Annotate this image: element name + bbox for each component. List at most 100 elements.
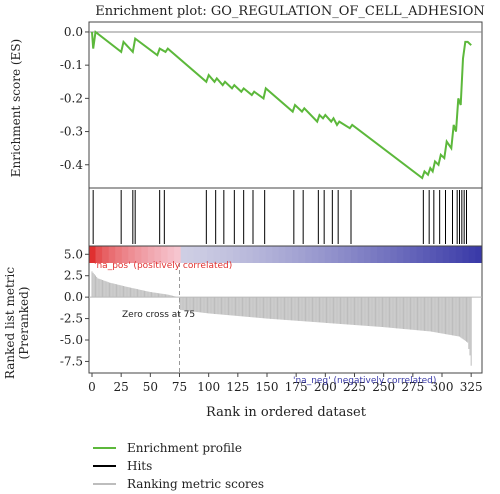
hits-group [92, 190, 467, 244]
es-tick-label: -0.3 [60, 125, 83, 139]
ranking-metric-area [89, 271, 482, 366]
ribbon-segment [403, 246, 411, 263]
ribbon-segment [147, 246, 155, 263]
ribbon-segment [226, 246, 234, 263]
zero-cross-label: Zero cross at 75 [122, 310, 195, 320]
ribbon-segment [351, 246, 359, 263]
ribbon-segment [115, 246, 123, 263]
x-tick-label: 200 [314, 380, 337, 394]
ribbon-segment [278, 246, 286, 263]
ribbon-segment [95, 246, 103, 263]
ribbon-segment [174, 246, 182, 263]
ribbon-segment [429, 246, 437, 263]
ribbon-segment [390, 246, 398, 263]
metric-tick-label: -2.5 [60, 312, 83, 326]
ribbon-segment [364, 246, 372, 263]
metric-y-axis-label-line2: (Preranked) [17, 287, 31, 360]
metric-panel-frame [88, 245, 483, 374]
es-tick-label: 0.0 [64, 25, 83, 39]
ribbon-segment [468, 246, 476, 263]
ribbon-segment [193, 246, 201, 263]
ribbon-segment [311, 246, 319, 263]
chart-title: Enrichment plot: GO_REGULATION_OF_CELL_A… [95, 4, 485, 19]
x-tick-label: 250 [372, 380, 395, 394]
ribbon-segment [272, 246, 280, 263]
x-tick-label: 75 [172, 380, 187, 394]
es-tick-label: -0.4 [60, 158, 84, 172]
ribbon-segment [134, 246, 142, 263]
ribbon-segment [455, 246, 463, 263]
ribbon-segment [233, 246, 241, 263]
ribbon-segment [305, 246, 313, 263]
x-tick-label: 325 [460, 380, 483, 394]
ribbon-segment [213, 246, 221, 263]
ribbon-segment [252, 246, 260, 263]
ribbon-segment [409, 246, 417, 263]
ribbon-segment [108, 246, 116, 263]
x-tick-label: 150 [256, 380, 279, 394]
es-tick-label: -0.1 [60, 58, 83, 72]
x-tick-label: 0 [88, 380, 96, 394]
x-tick-label: 100 [197, 380, 220, 394]
ribbon-segment [475, 246, 483, 263]
positive-label: 'na_pos' (positively correlated) [94, 261, 232, 271]
ribbon-segment [298, 246, 306, 263]
ribbon-segment [246, 246, 254, 263]
ribbon-segment [239, 246, 247, 263]
ribbon-segment [265, 246, 273, 263]
legend-label-enrichment-profile: Enrichment profile [127, 441, 242, 455]
ribbon-segment [180, 246, 188, 263]
ribbon-segment [331, 246, 339, 263]
metric-y-axis-label-line1: Ranked list metric [3, 267, 17, 379]
es-y-axis-label: Enrichment score (ES) [9, 39, 23, 177]
ribbon-segment [436, 246, 444, 263]
ribbon-segment [220, 246, 228, 263]
ribbon-segment [200, 246, 208, 263]
ribbon-segment [462, 246, 470, 263]
ribbon-segment [337, 246, 345, 263]
ribbon-segment [377, 246, 385, 263]
ribbon-segment [259, 246, 267, 263]
ribbon-segment [357, 246, 365, 263]
ribbon-segment [416, 246, 424, 263]
enrichment-profile-line [91, 30, 472, 180]
x-axis: 0 25 50 75 100 125 150 175 200 225 250 275 300 325 [88, 373, 483, 394]
ribbon-segment [344, 246, 352, 263]
legend-label-ranking-metric-scores: Ranking metric scores [127, 477, 264, 491]
metric-tick-label: 5.0 [64, 247, 83, 261]
x-tick-label: 50 [143, 380, 158, 394]
ribbon-segment [396, 246, 404, 263]
legend: Enrichment profile Hits Ranking metric s… [93, 441, 264, 491]
rank-colour-ribbon [89, 246, 483, 263]
x-axis-label: Rank in ordered dataset [206, 405, 367, 420]
ribbon-segment [154, 246, 162, 263]
ribbon-segment [383, 246, 391, 263]
ribbon-segment [318, 246, 326, 263]
ribbon-segment [442, 246, 450, 263]
x-tick-label: 275 [401, 380, 424, 394]
ribbon-segment [206, 246, 214, 263]
metric-y-axis-label: Ranked list metric (Preranked) [3, 267, 31, 379]
x-tick-label: 300 [431, 380, 454, 394]
x-tick-label: 225 [343, 380, 366, 394]
x-tick-label: 125 [226, 380, 249, 394]
ribbon-segment [141, 246, 149, 263]
metric-tick-label: 0.0 [64, 290, 83, 304]
ribbon-segment [128, 246, 136, 263]
legend-label-hits: Hits [127, 459, 152, 473]
ribbon-segment [285, 246, 293, 263]
ribbon-segment [121, 246, 129, 263]
ribbon-segment [324, 246, 332, 263]
ribbon-segment [423, 246, 431, 263]
ribbon-segment [370, 246, 378, 263]
x-tick-label: 175 [285, 380, 308, 394]
es-y-axis: 0.0 -0.1 -0.2 -0.3 -0.4 [60, 25, 89, 172]
es-tick-label: -0.2 [60, 91, 83, 105]
metric-tick-label: -5.0 [60, 333, 83, 347]
negative-label: 'na_neg' (negatively correlated) [293, 376, 436, 386]
metric-tick-label: 2.5 [64, 269, 83, 283]
ribbon-segment [161, 246, 169, 263]
metric-y-axis: 5.0 2.5 0.0 -2.5 -5.0 -7.5 [60, 247, 89, 368]
ribbon-segment [449, 246, 457, 263]
